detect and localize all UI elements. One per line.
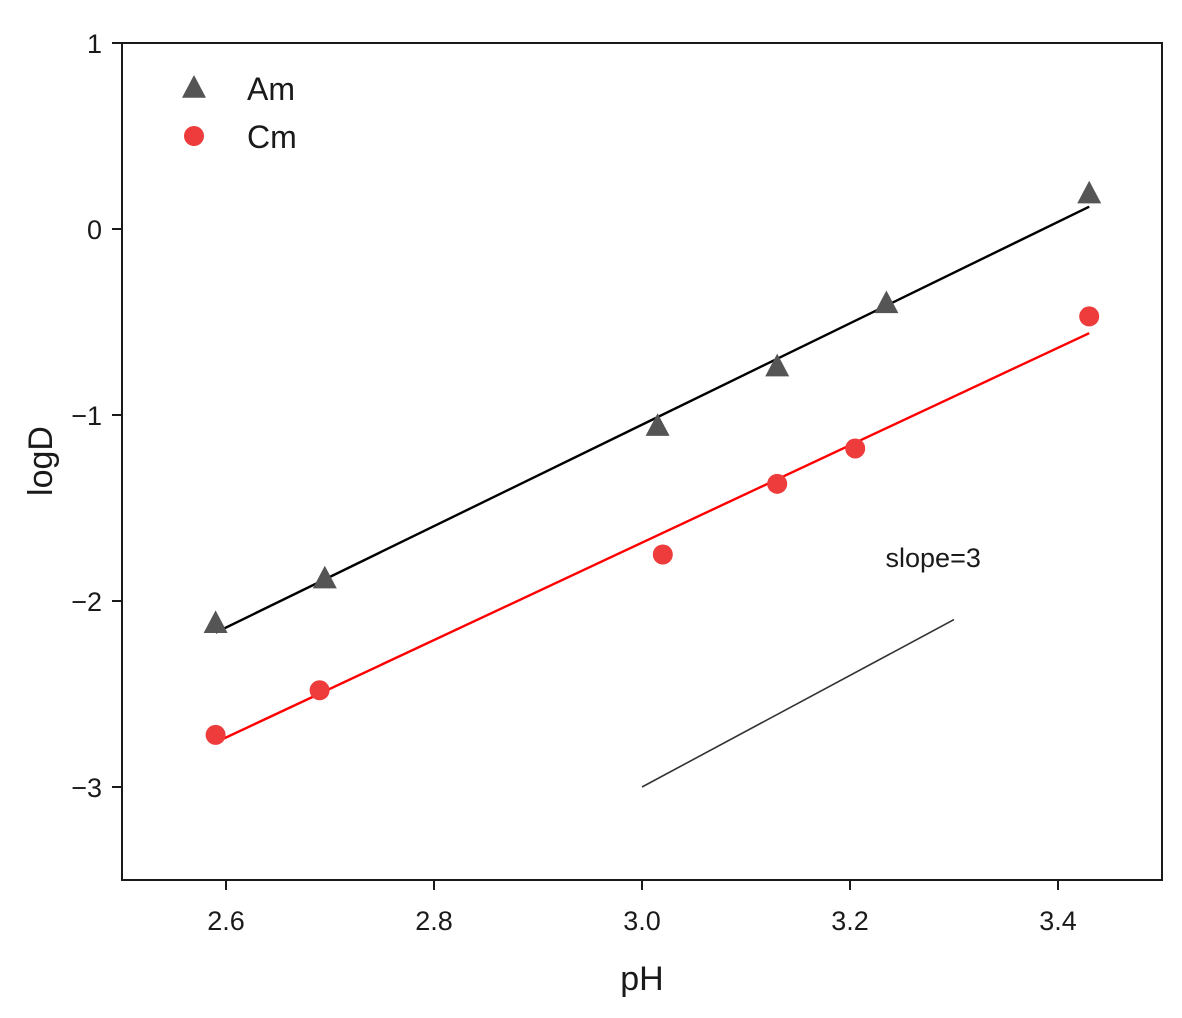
- fit-line-am: [215, 205, 1090, 634]
- y-tick-label: −1: [71, 401, 102, 431]
- point-am: [874, 290, 899, 314]
- data-points: [203, 180, 1102, 745]
- x-tick-label: 3.0: [623, 906, 661, 936]
- point-am: [645, 413, 670, 436]
- point-am: [203, 610, 228, 634]
- point-am: [1077, 180, 1102, 204]
- legend-marker-cm: [184, 126, 204, 146]
- y-tick-label: 1: [87, 29, 102, 59]
- x-tick-label: 2.6: [207, 906, 245, 936]
- y-tick-label: 0: [87, 215, 102, 245]
- legend-label-cm: Cm: [247, 119, 297, 155]
- x-tick-label: 2.8: [415, 906, 453, 936]
- slope-reference-line: [641, 618, 955, 788]
- fit-line-cm: [215, 332, 1090, 744]
- legend-marker-am: [182, 75, 206, 98]
- point-am: [765, 353, 790, 377]
- point-am: [312, 565, 337, 589]
- x-tick-label: 3.4: [1039, 906, 1077, 936]
- x-tick-label: 3.2: [831, 906, 869, 936]
- y-tick-label: −2: [71, 587, 102, 617]
- legend: Am Cm: [182, 71, 297, 155]
- y-tick-label: −3: [71, 773, 102, 803]
- slope-annotation-label: slope=3: [886, 543, 981, 573]
- y-axis-ticks: 1 0 −1 −2 −3: [71, 29, 122, 803]
- annotations: slope=3: [641, 543, 981, 788]
- y-axis-title: logD: [22, 426, 60, 496]
- legend-label-am: Am: [247, 71, 295, 107]
- point-cm: [767, 473, 788, 494]
- point-cm: [205, 724, 226, 745]
- point-cm: [309, 680, 330, 701]
- x-axis-ticks: 2.6 2.8 3.0 3.2 3.4: [207, 880, 1077, 936]
- point-cm: [1079, 306, 1100, 327]
- point-cm: [652, 544, 673, 565]
- plot-frame: [121, 42, 1163, 881]
- point-cm: [845, 438, 866, 459]
- x-axis-title: pH: [620, 960, 663, 998]
- fit-lines: [215, 205, 1090, 744]
